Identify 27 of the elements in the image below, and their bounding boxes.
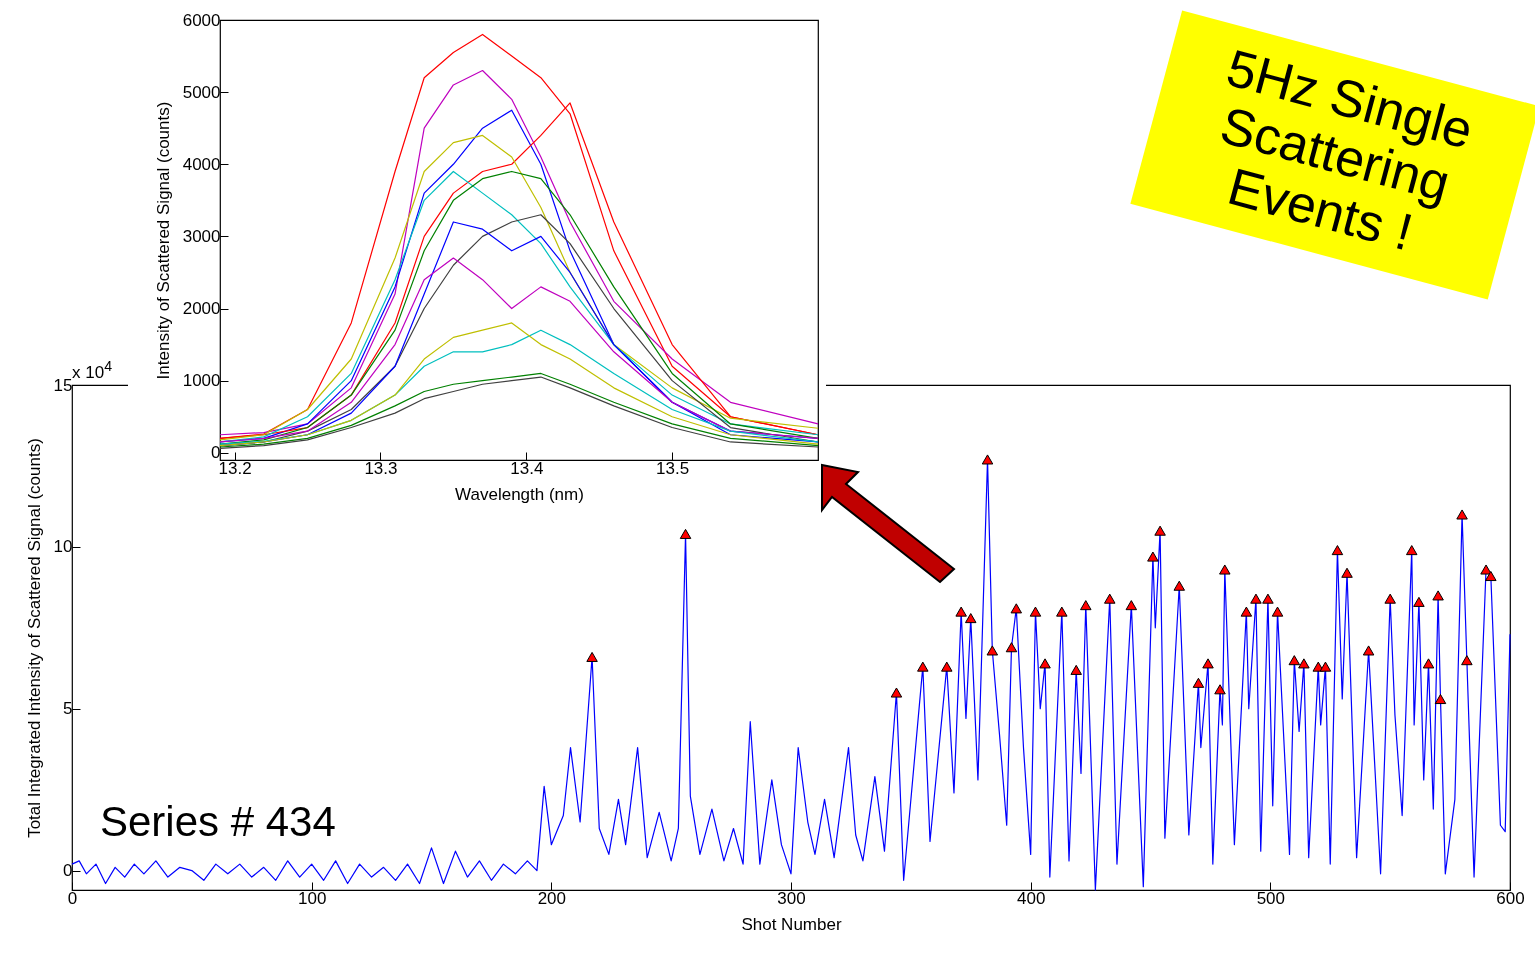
x-axis-title: Wavelength (nm) <box>455 484 584 504</box>
x-tick-label: 13.2 <box>218 458 252 478</box>
y-tick-label: 10 <box>53 537 73 557</box>
y-tick-label: 15 <box>53 375 73 395</box>
y-axis-title: Total Integrated Intensity of Scattered Signal (counts) <box>24 438 44 838</box>
x-tick-label: 200 <box>537 888 567 908</box>
y-tick-label: 3000 <box>182 226 221 246</box>
y-tick-label: 1000 <box>182 371 221 391</box>
y-axis-title: Intensity of Scattered Signal (counts) <box>153 101 173 380</box>
x-axis-title: Shot Number <box>741 914 842 934</box>
y-tick-label: 0 <box>63 861 73 881</box>
x-tick-label: 13.3 <box>364 458 398 478</box>
x-tick-label: 300 <box>777 888 806 908</box>
y-tick-label: 0 <box>211 443 221 463</box>
y-tick-label: 2000 <box>182 299 221 319</box>
x-tick-label: 500 <box>1256 888 1286 908</box>
y-tick-label: 5 <box>63 699 73 719</box>
x-tick-label: 400 <box>1016 888 1046 908</box>
text: x 10$^{4}$ <box>72 358 113 382</box>
x-tick-label: 600 <box>1496 888 1525 908</box>
x-tick-label: 13.4 <box>510 458 544 478</box>
x-tick-label: 13.5 <box>656 458 690 478</box>
annotation: Series # 434 <box>100 798 336 846</box>
y-tick-label: 5000 <box>182 82 221 102</box>
y-tick-label: 4000 <box>182 154 221 174</box>
y-tick-label: 6000 <box>182 10 221 30</box>
x-tick-label: 100 <box>297 888 327 908</box>
